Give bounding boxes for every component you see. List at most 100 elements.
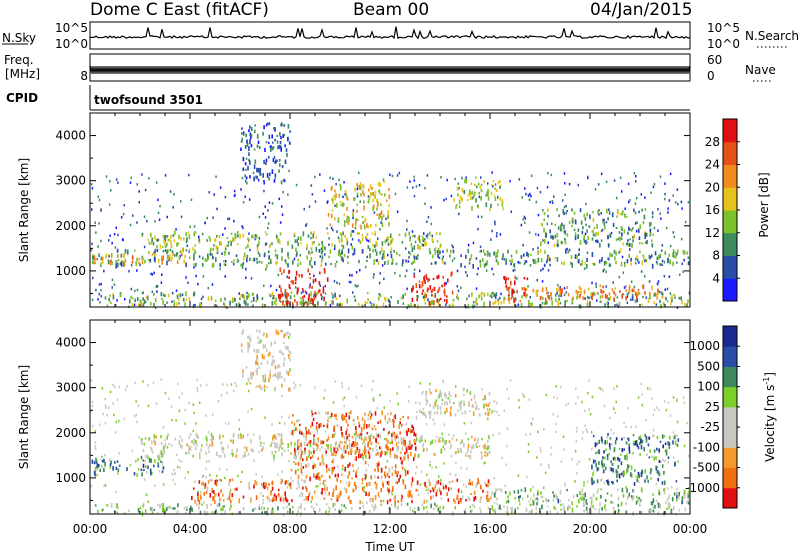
heatmap-cell xyxy=(344,450,347,454)
heatmap-cell xyxy=(279,300,282,303)
heatmap-cell xyxy=(431,239,434,242)
heatmap-cell xyxy=(499,197,502,201)
speckle-cell xyxy=(258,237,261,240)
speckle-cell xyxy=(176,465,179,469)
heatmap-cell xyxy=(578,296,581,299)
heatmap-cell xyxy=(177,503,179,508)
speckle-cell xyxy=(394,192,397,196)
speckle-cell xyxy=(287,449,289,452)
heatmap-cell xyxy=(338,193,341,198)
heatmap-cell xyxy=(353,197,356,201)
speckle-cell xyxy=(487,182,489,185)
heatmap-cell xyxy=(239,233,241,239)
heatmap-cell xyxy=(683,302,686,308)
speckle-cell xyxy=(677,460,679,463)
speckle-cell xyxy=(587,480,589,483)
heatmap-cell xyxy=(651,239,653,243)
speckle-cell xyxy=(484,412,487,415)
heatmap-cell xyxy=(459,195,462,200)
heatmap-cell xyxy=(620,461,623,466)
heatmap-cell xyxy=(556,208,558,212)
speckle-cell xyxy=(338,282,341,286)
speckle-cell xyxy=(123,417,126,421)
heatmap-cell xyxy=(399,474,402,479)
heatmap-cell xyxy=(364,217,367,221)
heatmap-cell xyxy=(661,481,664,485)
heatmap-cell xyxy=(556,257,559,262)
heatmap-cell xyxy=(438,393,441,398)
heatmap-cell xyxy=(352,223,354,228)
heatmap-cell xyxy=(220,297,222,302)
heatmap-cell xyxy=(627,231,629,236)
heatmap-cell xyxy=(483,180,485,183)
heatmap-cell xyxy=(474,406,477,411)
heatmap-cell xyxy=(622,493,625,498)
heatmap-cell xyxy=(581,496,583,501)
heatmap-cell xyxy=(242,156,245,162)
speckle-cell xyxy=(164,174,167,177)
heatmap-cell xyxy=(228,251,230,255)
heatmap-cell xyxy=(688,490,690,494)
speckle-cell xyxy=(676,420,679,424)
heatmap-cell xyxy=(524,287,526,291)
heatmap-cell xyxy=(438,301,440,306)
speckle-cell xyxy=(151,471,153,475)
speckle-cell xyxy=(126,385,128,388)
heatmap-cell xyxy=(495,259,498,263)
heatmap-cell xyxy=(190,505,192,511)
heatmap-cell xyxy=(332,294,334,299)
speckle-cell xyxy=(527,443,530,446)
heatmap-cell xyxy=(130,295,132,299)
speckle-cell xyxy=(166,215,168,219)
heatmap-cell xyxy=(167,238,170,242)
heatmap-cell xyxy=(378,213,381,218)
heatmap-cell xyxy=(290,484,292,490)
heatmap-cell xyxy=(188,248,191,252)
heatmap-cell xyxy=(641,303,643,306)
speckle-cell xyxy=(363,473,366,476)
heatmap-cell xyxy=(642,221,645,225)
speckle-cell xyxy=(652,185,655,189)
speckle-cell xyxy=(484,461,486,464)
heatmap-cell xyxy=(260,506,263,511)
heatmap-cell xyxy=(174,230,176,235)
heatmap-cell xyxy=(335,297,338,300)
heatmap-cell xyxy=(251,292,254,296)
speckle-cell xyxy=(425,234,428,238)
heatmap-cell xyxy=(242,233,245,238)
speckle-cell xyxy=(499,296,501,300)
heatmap-cell xyxy=(676,495,678,500)
heatmap-cell xyxy=(439,482,442,486)
speckle-cell xyxy=(547,463,550,467)
heatmap-cell xyxy=(211,263,214,268)
heatmap-cell xyxy=(564,242,567,245)
heatmap-cell xyxy=(608,292,611,296)
heatmap-cell xyxy=(681,300,683,305)
heatmap-cell xyxy=(537,250,539,255)
heatmap-cell xyxy=(558,286,561,291)
heatmap-cell xyxy=(473,496,475,502)
heatmap-cell xyxy=(555,493,557,496)
heatmap-cell xyxy=(640,498,642,502)
heatmap-cell xyxy=(536,501,538,506)
heatmap-cell xyxy=(656,466,659,469)
speckle-cell xyxy=(296,427,298,431)
colorbar-segment xyxy=(723,164,737,188)
speckle-cell xyxy=(164,249,167,252)
speckle-cell xyxy=(108,254,110,258)
heatmap-cell xyxy=(143,469,145,472)
speckle-cell xyxy=(286,275,288,279)
speckle-cell xyxy=(180,215,183,219)
heatmap-cell xyxy=(549,292,552,296)
heatmap-cell xyxy=(278,298,281,302)
heatmap-cell xyxy=(272,158,275,163)
heatmap-cell xyxy=(283,378,286,382)
heatmap-cell xyxy=(119,293,122,298)
speckle-cell xyxy=(537,498,539,502)
speckle-cell xyxy=(321,460,323,463)
heatmap-cell xyxy=(676,261,678,264)
heatmap-cell xyxy=(370,475,372,480)
heatmap-cell xyxy=(333,195,335,198)
heatmap-cell xyxy=(487,445,489,450)
heatmap-cell xyxy=(601,507,603,511)
